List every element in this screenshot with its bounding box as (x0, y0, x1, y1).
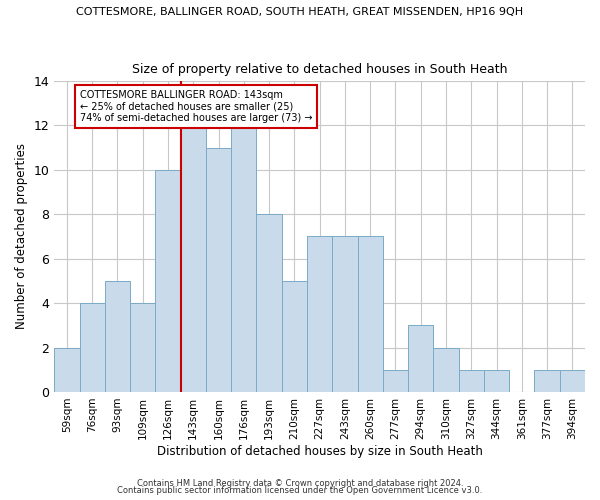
Bar (358, 236, 383, 392)
X-axis label: Distribution of detached houses by size in South Heath: Distribution of detached houses by size … (157, 444, 482, 458)
Bar (408, 326, 433, 392)
Text: COTTESMORE, BALLINGER ROAD, SOUTH HEATH, GREAT MISSENDEN, HP16 9QH: COTTESMORE, BALLINGER ROAD, SOUTH HEATH,… (76, 8, 524, 18)
Bar (130, 303, 155, 392)
Bar (458, 370, 484, 392)
Bar (105, 281, 130, 392)
Bar (383, 370, 408, 392)
Bar (155, 170, 181, 392)
Text: Contains HM Land Registry data © Crown copyright and database right 2024.: Contains HM Land Registry data © Crown c… (137, 478, 463, 488)
Y-axis label: Number of detached properties: Number of detached properties (15, 144, 28, 330)
Bar (54, 348, 80, 392)
Bar (307, 236, 332, 392)
Bar (206, 148, 231, 392)
Bar (433, 348, 458, 392)
Bar (231, 126, 256, 392)
Bar (181, 126, 206, 392)
Bar (484, 370, 509, 392)
Bar (535, 370, 560, 392)
Bar (560, 370, 585, 392)
Bar (256, 214, 282, 392)
Bar (332, 236, 358, 392)
Text: COTTESMORE BALLINGER ROAD: 143sqm
← 25% of detached houses are smaller (25)
74% : COTTESMORE BALLINGER ROAD: 143sqm ← 25% … (80, 90, 312, 123)
Bar (80, 303, 105, 392)
Text: Contains public sector information licensed under the Open Government Licence v3: Contains public sector information licen… (118, 486, 482, 495)
Title: Size of property relative to detached houses in South Heath: Size of property relative to detached ho… (132, 62, 508, 76)
Bar (282, 281, 307, 392)
